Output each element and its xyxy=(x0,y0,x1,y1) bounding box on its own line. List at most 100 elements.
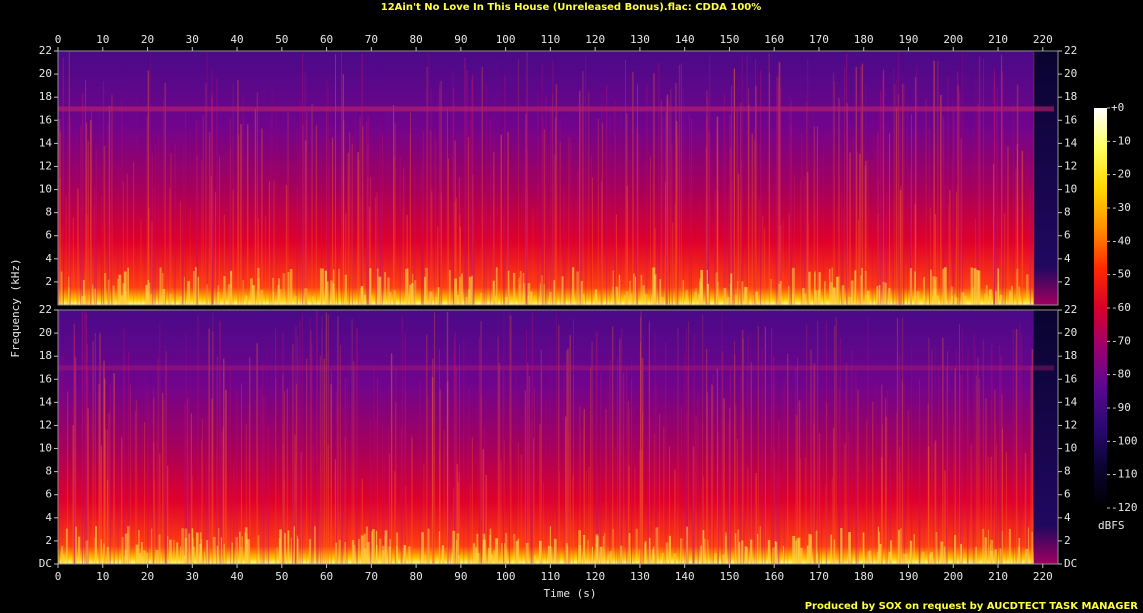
x-tick-label: 170 xyxy=(809,570,829,583)
y-tick-label: 14 xyxy=(39,395,53,408)
y-tick-label: 12 xyxy=(39,418,52,431)
y-tick-label: 4 xyxy=(45,511,52,524)
spectrogram-channel xyxy=(58,310,1058,564)
colorbar-tick-label: -120 xyxy=(1111,501,1138,514)
x-tick-label: 150 xyxy=(720,570,740,583)
x-tick-label: 180 xyxy=(854,33,874,46)
colorbar-tick-label: +0 xyxy=(1111,101,1124,114)
colorbar-tick-label: -30 xyxy=(1111,201,1131,214)
x-tick-label: 60 xyxy=(320,33,333,46)
x-tick-label: 210 xyxy=(988,570,1008,583)
x-tick-label: 160 xyxy=(764,570,784,583)
y-tick-label: 4 xyxy=(1064,511,1071,524)
x-tick-label: 0 xyxy=(55,33,62,46)
colorbar xyxy=(1094,108,1107,508)
x-tick-label: 30 xyxy=(186,570,199,583)
x-tick-label: 220 xyxy=(1033,33,1053,46)
x-tick-label: 100 xyxy=(496,570,516,583)
y-tick-label: 2 xyxy=(45,534,52,547)
y-tick-label: 22 xyxy=(39,303,52,316)
colorbar-tick-label: -70 xyxy=(1111,334,1131,347)
y-tick-label: 14 xyxy=(1064,136,1078,149)
y-axis-label: Frequency (kHz) xyxy=(9,258,22,357)
y-tick-label: 22 xyxy=(1064,303,1077,316)
y-tick-label: 18 xyxy=(1064,90,1077,103)
footer: Produced by SOX on request by AUCDTECT T… xyxy=(805,601,1139,612)
colorbar-tick-label: -80 xyxy=(1111,368,1131,381)
x-tick-label: 150 xyxy=(720,33,740,46)
y-tick-label: 8 xyxy=(45,206,52,219)
y-tick-label: 20 xyxy=(1064,67,1077,80)
spectrogram-tail xyxy=(1033,310,1058,564)
y-tick-label: 10 xyxy=(39,442,52,455)
y-tick-label: 8 xyxy=(45,465,52,478)
y-tick-label: 10 xyxy=(1064,442,1077,455)
x-tick-label: 10 xyxy=(96,33,109,46)
x-tick-label: 120 xyxy=(585,33,605,46)
colorbar-tick-label: -100 xyxy=(1111,434,1138,447)
x-tick-label: 80 xyxy=(409,570,422,583)
colorbar-tick-label: -50 xyxy=(1111,268,1131,281)
y-tick-label: 20 xyxy=(39,326,52,339)
y-tick-label: 6 xyxy=(45,229,52,242)
x-tick-label: 170 xyxy=(809,33,829,46)
x-tick-label: 70 xyxy=(365,570,378,583)
x-tick-label: 160 xyxy=(764,33,784,46)
colorbar-tick-label: -110 xyxy=(1111,468,1138,481)
y-tick-label: 8 xyxy=(1064,465,1071,478)
y-tick-label: 8 xyxy=(1064,206,1071,219)
y-tick-label: 22 xyxy=(1064,44,1077,57)
x-tick-label: 130 xyxy=(630,570,650,583)
colorbar-tick-label: -90 xyxy=(1111,401,1131,414)
x-tick-label: 200 xyxy=(943,570,963,583)
x-tick-label: 0 xyxy=(55,570,62,583)
chart-title: 12Ain't No Love In This House (Unrelease… xyxy=(381,2,762,13)
y-tick-label: 2 xyxy=(1064,275,1071,288)
x-tick-label: 70 xyxy=(365,33,378,46)
y-tick-label: 18 xyxy=(39,90,52,103)
y-tick-label: 12 xyxy=(39,159,52,172)
x-tick-label: 80 xyxy=(409,33,422,46)
y-tick-label: 18 xyxy=(39,349,52,362)
plot-frame xyxy=(57,50,1059,306)
y-tick-label: 16 xyxy=(39,372,52,385)
y-tick-label: 6 xyxy=(1064,488,1071,501)
x-tick-label: 20 xyxy=(141,33,154,46)
x-tick-label: 50 xyxy=(275,33,288,46)
x-tick-label: 220 xyxy=(1033,570,1053,583)
x-tick-label: 100 xyxy=(496,33,516,46)
x-tick-label: 10 xyxy=(96,570,109,583)
y-tick-label: 12 xyxy=(1064,159,1077,172)
x-tick-label: 180 xyxy=(854,570,874,583)
x-tick-label: 50 xyxy=(275,570,288,583)
x-axis-label: Time (s) xyxy=(544,587,597,600)
y-tick-label: 12 xyxy=(1064,418,1077,431)
colorbar-label: dBFS xyxy=(1098,519,1125,532)
x-tick-label: 90 xyxy=(454,570,467,583)
y-tick-label: 2 xyxy=(45,275,52,288)
colorbar-tick-label: -10 xyxy=(1111,134,1131,147)
x-tick-label: 190 xyxy=(899,570,919,583)
spectrogram-body xyxy=(58,310,1034,564)
y-tick-label: 20 xyxy=(1064,326,1077,339)
y-tick-label: 16 xyxy=(1064,372,1077,385)
x-tick-label: 90 xyxy=(454,33,467,46)
y-tick-label: 6 xyxy=(45,488,52,501)
x-tick-label: 140 xyxy=(675,33,695,46)
spectrogram-band xyxy=(58,106,1054,112)
y-tick-label: 18 xyxy=(1064,349,1077,362)
spectrogram-channel xyxy=(57,51,1058,305)
colorbar-tick-label: -20 xyxy=(1111,168,1131,181)
x-tick-label: 30 xyxy=(186,33,199,46)
x-tick-label: 40 xyxy=(230,33,243,46)
y-tick-label: 4 xyxy=(1064,252,1071,265)
y-tick-label: 4 xyxy=(45,252,52,265)
y-tick-label: 6 xyxy=(1064,229,1071,242)
y-tick-label: 14 xyxy=(1064,395,1078,408)
x-tick-label: 130 xyxy=(630,33,650,46)
spectrogram-band xyxy=(58,365,1054,371)
x-tick-label: 140 xyxy=(675,570,695,583)
y-tick-label: 20 xyxy=(39,67,52,80)
y-tick-label: DC xyxy=(1064,557,1077,570)
